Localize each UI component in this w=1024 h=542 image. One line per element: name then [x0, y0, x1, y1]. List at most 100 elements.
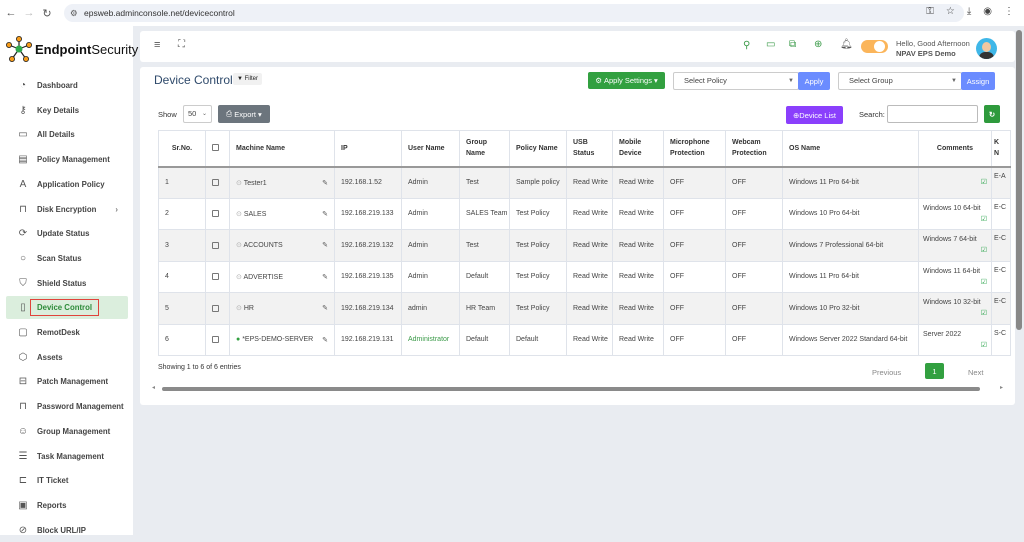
column-header[interactable]: Microphone Protection: [663, 130, 726, 168]
sidebar-item-device-control[interactable]: ▯ Device Control: [6, 296, 128, 320]
vertical-scrollbar[interactable]: [1016, 30, 1022, 330]
edit-comment-icon[interactable]: ☑: [980, 179, 987, 186]
key-icon[interactable]: ⚿: [926, 6, 934, 17]
sidebar-item-assets[interactable]: ⬡ Assets: [6, 346, 128, 369]
refresh-button[interactable]: ↻: [984, 105, 1000, 123]
profile-icon[interactable]: ◉: [983, 6, 992, 17]
forward-icon[interactable]: →: [23, 7, 35, 19]
column-header[interactable]: Sr.No.: [158, 130, 206, 168]
sidebar-item-update-status[interactable]: ⟳ Update Status: [6, 222, 128, 245]
apply-button[interactable]: Apply: [798, 72, 830, 90]
export-button[interactable]: ⎙ Export ▾: [218, 105, 270, 123]
sidebar-item-task-management[interactable]: ☰ Task Management: [6, 445, 128, 468]
column-header[interactable]: Comments: [918, 130, 992, 168]
row-checkbox-cell[interactable]: [205, 292, 230, 325]
sidebar-item-group-management[interactable]: ☺ Group Management: [6, 420, 128, 443]
search-icon[interactable]: ⚲: [743, 40, 751, 51]
previous-button[interactable]: Previous: [872, 368, 902, 377]
sidebar-item-all-details[interactable]: ▭ All Details: [6, 123, 128, 146]
select-policy-dropdown[interactable]: Select Policy ▼: [673, 72, 799, 90]
horizontal-scrollbar[interactable]: [162, 387, 980, 391]
menu-icon[interactable]: ⋮: [1004, 6, 1014, 17]
sidebar-item-policy-management[interactable]: ▤ Policy Management: [6, 148, 128, 171]
column-header[interactable]: User Name: [401, 130, 460, 168]
page-1-button[interactable]: 1: [925, 363, 944, 379]
column-header[interactable]: [205, 130, 230, 168]
row-checkbox[interactable]: [212, 304, 219, 312]
sidebar-item-key-details[interactable]: ⚷ Key Details: [6, 99, 128, 122]
column-header[interactable]: Webcam Protection: [725, 130, 783, 168]
column-header[interactable]: Machine Name: [229, 130, 335, 168]
sidebar-item-block-url-ip[interactable]: ⊘ Block URL/IP: [6, 519, 128, 542]
monitor-icon[interactable]: ▭: [766, 39, 776, 50]
edit-icon[interactable]: ✎: [322, 305, 328, 313]
address-bar[interactable]: ⚙ epsweb.adminconsole.net/devicecontrol: [64, 4, 964, 22]
sidebar-item-disk-encryption[interactable]: ⊓ Disk Encryption ›: [6, 198, 128, 221]
row-checkbox-cell[interactable]: [205, 166, 230, 199]
table-row[interactable]: 1 ⊙ Tester1 ✎ 192.168.1.52 Admin Test Sam…: [158, 166, 1011, 199]
sidebar-item-remotdesk[interactable]: ▢ RemotDesk: [6, 321, 128, 344]
row-checkbox-cell[interactable]: [205, 229, 230, 262]
select-all-checkbox[interactable]: [212, 144, 219, 152]
edit-comment-icon[interactable]: ☑: [980, 247, 987, 255]
sidebar-item-reports[interactable]: ▣ Reports: [6, 494, 128, 517]
sidebar-item-dashboard[interactable]: ◔ Dashboard: [6, 74, 128, 97]
sidebar-item-patch-management[interactable]: ⊟ Patch Management: [6, 370, 128, 393]
assign-button[interactable]: Assign: [961, 72, 995, 90]
page-size-select[interactable]: 50 ⌄: [183, 105, 212, 123]
row-checkbox-cell[interactable]: [205, 323, 230, 356]
remote-icon[interactable]: ⧉: [789, 39, 797, 50]
sidebar-item-shield-status[interactable]: ⛉ Shield Status: [6, 272, 128, 295]
star-icon[interactable]: ☆: [945, 6, 955, 17]
row-checkbox-cell[interactable]: [205, 197, 230, 230]
edit-icon[interactable]: ✎: [322, 273, 328, 281]
back-icon[interactable]: ←: [5, 7, 17, 19]
row-checkbox[interactable]: [212, 210, 219, 218]
theme-toggle[interactable]: [861, 40, 888, 53]
table-row[interactable]: 2 ⊙ SALES ✎ 192.168.219.133 Admin SALES T…: [158, 197, 1011, 230]
site-settings-icon[interactable]: ⚙: [70, 8, 78, 18]
table-row[interactable]: 6 ● *EPS-DEMO-SERVER ✎ 192.168.219.131 Ad…: [158, 323, 1011, 356]
table-row[interactable]: 4 ⊙ ADVERTISE ✎ 192.168.219.135 Admin Def…: [158, 260, 1011, 293]
hamburger-icon[interactable]: ≡: [154, 39, 161, 51]
row-checkbox[interactable]: [212, 241, 219, 249]
select-group-dropdown[interactable]: Select Group ▼: [838, 72, 962, 90]
sidebar-item-application-policy[interactable]: A Application Policy: [6, 173, 128, 196]
edit-icon[interactable]: ✎: [322, 336, 328, 344]
edit-icon[interactable]: ✎: [322, 242, 328, 250]
fullscreen-icon[interactable]: ⛶: [178, 39, 185, 50]
row-checkbox[interactable]: [212, 273, 219, 281]
bell-icon[interactable]: 🔔︎: [840, 39, 853, 50]
search-input[interactable]: [887, 105, 978, 123]
table-row[interactable]: 5 ⊙ HR ✎ 192.168.219.134 admin HR Team Te…: [158, 292, 1011, 325]
column-header[interactable]: IP: [334, 130, 402, 168]
scroll-right-icon[interactable]: ▸: [1000, 385, 1004, 391]
row-checkbox[interactable]: [212, 336, 219, 344]
column-header[interactable]: Policy Name: [509, 130, 567, 168]
edit-comment-icon[interactable]: ☑: [980, 341, 987, 349]
edit-comment-icon[interactable]: ☑: [980, 215, 987, 223]
apply-settings-button[interactable]: ⚙ Apply Settings ▾: [588, 72, 665, 89]
column-header[interactable]: OS Name: [782, 130, 919, 168]
sidebar-item-password-management[interactable]: ⊓ Password Management: [6, 395, 128, 418]
next-button[interactable]: Next: [968, 368, 984, 377]
avatar[interactable]: [976, 38, 997, 59]
sidebar-item-it-ticket[interactable]: ⊏ IT Ticket: [6, 469, 128, 492]
edit-comment-icon[interactable]: ☑: [980, 278, 987, 286]
column-header[interactable]: Mobile Device: [612, 130, 664, 168]
download-icon[interactable]: ⤓: [966, 6, 972, 17]
column-header[interactable]: USB Status: [566, 130, 613, 168]
edit-comment-icon[interactable]: ☑: [980, 310, 987, 318]
row-checkbox-cell[interactable]: [205, 260, 230, 293]
sidebar-item-scan-status[interactable]: ○ Scan Status: [6, 247, 128, 270]
scroll-left-icon[interactable]: ◂: [152, 385, 156, 391]
column-header[interactable]: Group Name: [459, 130, 510, 168]
device-list-button[interactable]: ⊕ Device List: [786, 106, 843, 124]
globe-icon[interactable]: ⊕: [814, 39, 823, 50]
row-checkbox[interactable]: [212, 178, 219, 186]
filter-button[interactable]: ▼ Filter: [233, 73, 262, 85]
edit-icon[interactable]: ✎: [322, 179, 328, 187]
edit-icon[interactable]: ✎: [322, 210, 328, 218]
table-row[interactable]: 3 ⊙ ACCOUNTS ✎ 192.168.219.132 Admin Test…: [158, 229, 1011, 262]
